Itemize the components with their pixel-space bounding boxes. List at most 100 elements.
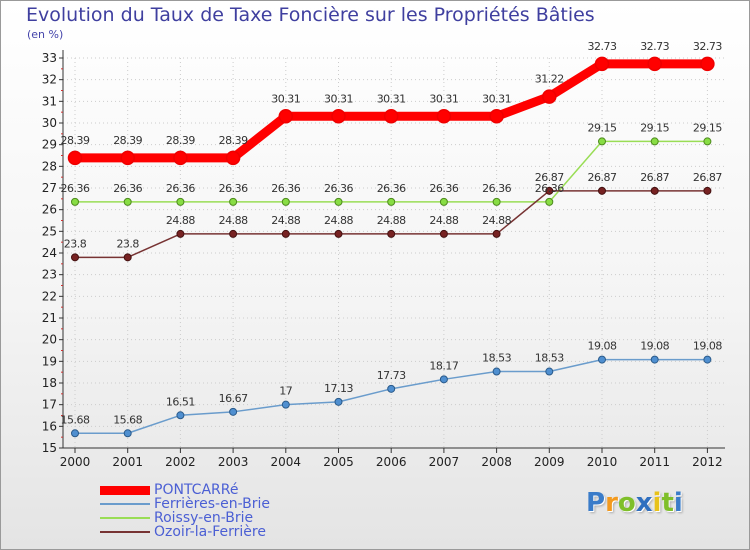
data-label: 17.73 bbox=[377, 369, 406, 382]
data-label: 19.08 bbox=[640, 340, 669, 353]
y-tick-label: 31 bbox=[42, 94, 57, 108]
data-label: 30.31 bbox=[324, 92, 353, 105]
data-point bbox=[492, 229, 501, 238]
data-point bbox=[594, 56, 610, 72]
data-point bbox=[123, 197, 132, 206]
data-point bbox=[225, 150, 241, 166]
logo-letter: i bbox=[652, 488, 662, 518]
y-tick-label: 20 bbox=[42, 333, 57, 347]
data-label: 30.31 bbox=[377, 92, 406, 105]
data-point bbox=[650, 355, 659, 364]
data-label: 15.68 bbox=[113, 413, 142, 426]
data-point bbox=[703, 137, 712, 146]
data-label: 17 bbox=[279, 385, 292, 398]
data-point bbox=[492, 367, 501, 376]
y-tick-label: 16 bbox=[42, 419, 57, 433]
y-tick-label: 23 bbox=[42, 268, 57, 282]
legend-swatch bbox=[100, 517, 150, 519]
data-point bbox=[439, 375, 448, 384]
legend-swatch bbox=[100, 531, 150, 533]
data-point bbox=[334, 229, 343, 238]
y-tick-label: 22 bbox=[42, 289, 57, 303]
data-point bbox=[71, 429, 79, 438]
x-tick-label: 2007 bbox=[429, 455, 460, 469]
data-label: 17.13 bbox=[324, 382, 353, 395]
data-label: 16.67 bbox=[219, 392, 248, 405]
y-tick-label: 17 bbox=[42, 398, 57, 412]
data-point bbox=[489, 109, 504, 124]
data-label: 19.08 bbox=[693, 340, 722, 353]
data-point bbox=[436, 109, 452, 124]
data-label: 24.88 bbox=[166, 214, 195, 227]
y-tick-label: 30 bbox=[42, 116, 57, 130]
data-label: 30.31 bbox=[482, 92, 511, 105]
x-tick-label: 2000 bbox=[60, 455, 91, 469]
x-tick-label: 2012 bbox=[692, 455, 723, 469]
data-label: 23.8 bbox=[64, 237, 87, 250]
data-label: 19.08 bbox=[588, 340, 617, 353]
data-point bbox=[650, 137, 659, 146]
data-label: 26.87 bbox=[535, 171, 564, 184]
y-tick-label: 27 bbox=[42, 181, 57, 195]
legend-label: PONTCARRé bbox=[154, 482, 239, 498]
logo-letter: t bbox=[661, 488, 674, 518]
y-tick-label: 24 bbox=[42, 246, 57, 260]
data-point bbox=[598, 355, 606, 364]
data-point bbox=[281, 197, 290, 206]
logo-letter: x bbox=[635, 488, 653, 518]
data-label: 24.88 bbox=[324, 214, 353, 227]
y-tick-label: 32 bbox=[42, 73, 57, 87]
data-point bbox=[598, 137, 606, 146]
data-label: 15.68 bbox=[61, 413, 90, 426]
data-label: 24.88 bbox=[377, 214, 406, 227]
y-tick-label: 33 bbox=[42, 51, 57, 65]
data-point bbox=[647, 56, 662, 72]
y-axis-unit-label: (en %) bbox=[27, 28, 64, 41]
data-label: 28.39 bbox=[166, 134, 195, 147]
data-label: 26.36 bbox=[219, 182, 248, 195]
data-label: 24.88 bbox=[482, 214, 511, 227]
legend-label: Ozoir-la-Ferrière bbox=[154, 524, 266, 540]
data-label: 24.88 bbox=[271, 214, 300, 227]
data-label: 26.36 bbox=[271, 182, 300, 195]
data-label: 28.39 bbox=[219, 134, 248, 147]
data-point bbox=[492, 197, 501, 206]
data-point bbox=[545, 197, 554, 206]
data-label: 26.36 bbox=[429, 182, 458, 195]
data-label: 18.17 bbox=[429, 359, 458, 372]
data-point bbox=[334, 197, 343, 206]
logo-letter: P bbox=[586, 488, 606, 518]
data-point bbox=[545, 186, 554, 195]
x-tick-label: 2002 bbox=[165, 455, 196, 469]
data-point bbox=[278, 109, 294, 124]
x-tick-label: 2001 bbox=[112, 455, 143, 469]
data-label: 26.36 bbox=[166, 182, 195, 195]
data-label: 32.73 bbox=[693, 40, 722, 53]
data-point bbox=[123, 429, 132, 438]
data-point bbox=[120, 150, 135, 166]
data-point bbox=[598, 186, 606, 195]
data-label: 16.51 bbox=[166, 395, 195, 408]
data-label: 26.36 bbox=[324, 182, 353, 195]
y-tick-label: 15 bbox=[42, 441, 57, 455]
data-point bbox=[281, 400, 290, 409]
data-label: 18.53 bbox=[535, 352, 564, 365]
data-point bbox=[281, 229, 290, 238]
y-tick-label: 19 bbox=[42, 354, 57, 368]
data-point bbox=[703, 355, 712, 364]
data-point bbox=[700, 56, 715, 72]
data-label: 26.36 bbox=[535, 182, 564, 195]
x-tick-label: 2010 bbox=[587, 455, 618, 469]
y-tick-label: 28 bbox=[42, 159, 57, 173]
data-point bbox=[71, 197, 79, 206]
logo-letter: r bbox=[605, 488, 618, 518]
x-tick-label: 2011 bbox=[639, 455, 670, 469]
data-label: 28.39 bbox=[61, 134, 90, 147]
data-label: 26.36 bbox=[482, 182, 511, 195]
x-tick-label: 2008 bbox=[481, 455, 512, 469]
data-point bbox=[387, 229, 396, 238]
data-point bbox=[545, 367, 554, 376]
proxiti-logo: Proxiti bbox=[586, 488, 683, 518]
data-label: 30.31 bbox=[271, 92, 300, 105]
